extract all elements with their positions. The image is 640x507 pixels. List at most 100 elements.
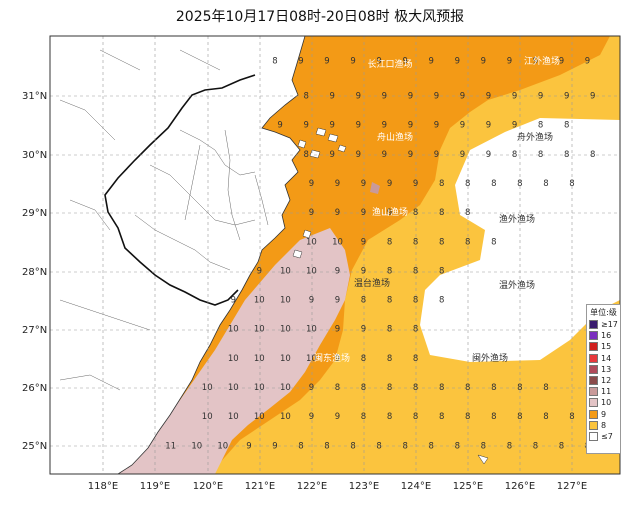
- lon-label: 124°E: [401, 481, 431, 492]
- wind-level-value: 8: [439, 208, 444, 218]
- wind-level-value: 9: [455, 57, 460, 67]
- wind-level-value: 9: [590, 92, 595, 102]
- wind-level-value: 8: [413, 237, 418, 247]
- legend-label: 10: [601, 398, 612, 408]
- wind-level-value: 8: [335, 383, 340, 393]
- wind-level-value: 8: [439, 296, 444, 306]
- lon-label: 122°E: [297, 481, 327, 492]
- zone-label-mindong: 闽东渔场: [314, 352, 350, 364]
- legend-rows: ≥17 16 15 14 13 12 11 10 9 8 ≤7: [587, 319, 620, 442]
- wind-zone-11: [370, 182, 380, 194]
- lon-label: 120°E: [193, 481, 223, 492]
- wind-level-value: 9: [335, 266, 340, 276]
- wind-level-value: 9: [486, 92, 491, 102]
- wind-level-value: 8: [413, 383, 418, 393]
- wind-level-value: 8: [387, 325, 392, 335]
- lon-label: 126°E: [505, 481, 535, 492]
- zone-label-zhouwai: 舟外渔场: [517, 131, 553, 143]
- wind-level-value: 9: [533, 57, 538, 67]
- wind-level-value: 10: [280, 325, 291, 335]
- wind-level-value: 8: [439, 179, 444, 189]
- legend-title: 单位:级: [590, 308, 617, 317]
- wind-level-value: 8: [543, 412, 548, 422]
- legend-swatch: [589, 387, 598, 397]
- wind-level-value: 8: [491, 179, 496, 189]
- wind-level-value: 9: [481, 57, 486, 67]
- wind-level-value: 9: [361, 237, 366, 247]
- wind-level-value: 8: [298, 441, 303, 451]
- wind-level-value: 9: [376, 57, 381, 67]
- wind-level-value: 8: [590, 150, 595, 160]
- wind-level-value: 9: [460, 121, 465, 131]
- lat-label: 25°N: [22, 441, 47, 452]
- wind-level-value: 9: [361, 266, 366, 276]
- wind-level-value: 8: [538, 121, 543, 131]
- wind-level-value: 9: [309, 296, 314, 306]
- wind-level-value: 9: [413, 179, 418, 189]
- zone-label-zhoushan: 舟山渔场: [377, 131, 413, 143]
- legend-item: 15: [587, 341, 620, 352]
- zone-label-yushan: 渔山渔场: [372, 207, 408, 218]
- zone-label-yuwai: 渔外渔场: [499, 213, 535, 225]
- wind-level-value: 9: [298, 57, 303, 67]
- legend-item: 14: [587, 353, 620, 364]
- lon-label: 123°E: [349, 481, 379, 492]
- wind-level-value: 8: [350, 441, 355, 451]
- wind-level-value: 8: [387, 266, 392, 276]
- wind-level-value: 10: [228, 412, 239, 422]
- wind-level-value: 10: [306, 266, 317, 276]
- graticule: [50, 36, 620, 474]
- wind-level-value: 10: [202, 383, 213, 393]
- wind-level-value: 10: [254, 354, 265, 364]
- legend-item: 11: [587, 386, 620, 397]
- wind-level-value: 10: [280, 266, 291, 276]
- wind-level-value: 8: [439, 383, 444, 393]
- wind-level-value: 8: [387, 412, 392, 422]
- wind-level-value: 8: [413, 412, 418, 422]
- wind-level-value: 9: [277, 121, 282, 131]
- wind-level-value: 8: [564, 121, 569, 131]
- wind-level-value: 9: [309, 412, 314, 422]
- lat-label: 26°N: [22, 383, 47, 394]
- wind-level-value: 9: [303, 121, 308, 131]
- wind-level-value: 8: [361, 354, 366, 364]
- wind-level-value: 8: [428, 441, 433, 451]
- fishing-zone-labels: 长江口渔场 江外渔场 舟山渔场 舟外渔场 渔山渔场 渔外渔场 温台渔场 温外渔场…: [314, 55, 560, 364]
- wind-level-value: 9: [361, 325, 366, 335]
- legend-item: 8: [587, 420, 620, 431]
- wind-level-value: 9: [350, 57, 355, 67]
- wind-level-value: 8: [538, 150, 543, 160]
- mainland: [50, 36, 306, 474]
- lat-label: 27°N: [22, 325, 47, 336]
- wind-level-value: 8: [517, 179, 522, 189]
- wind-level-value: 8: [569, 179, 574, 189]
- legend-swatch: [589, 409, 598, 419]
- wind-level-value: 10: [306, 237, 317, 247]
- wind-level-value: 8: [361, 412, 366, 422]
- wind-level-value: 8: [413, 208, 418, 218]
- wind-level-value: 10: [280, 354, 291, 364]
- wind-level-value: 9: [257, 266, 262, 276]
- lon-label: 118°E: [88, 481, 118, 492]
- lon-label: 127°E: [557, 481, 587, 492]
- province-boundary: [104, 74, 256, 306]
- wind-level-value: 8: [439, 412, 444, 422]
- wind-level-value: 8: [465, 412, 470, 422]
- wind-level-value: 9: [335, 412, 340, 422]
- wind-level-value: 8: [507, 441, 512, 451]
- wind-level-value: 9: [408, 150, 413, 160]
- legend-item: 13: [587, 364, 620, 375]
- wind-level-value: 8: [413, 266, 418, 276]
- wind-level-value: 8: [481, 441, 486, 451]
- wind-level-value: 11: [165, 441, 176, 451]
- wind-level-value: 8: [455, 441, 460, 451]
- wind-level-value: 9: [585, 57, 590, 67]
- wind-level-value: 9: [486, 121, 491, 131]
- wind-level-value: 9: [329, 92, 334, 102]
- legend-label: 12: [601, 376, 612, 386]
- wind-level-value: 8: [303, 92, 308, 102]
- wind-level-value: 9: [512, 92, 517, 102]
- wind-level-value: 8: [559, 441, 564, 451]
- legend-label: 15: [601, 342, 612, 352]
